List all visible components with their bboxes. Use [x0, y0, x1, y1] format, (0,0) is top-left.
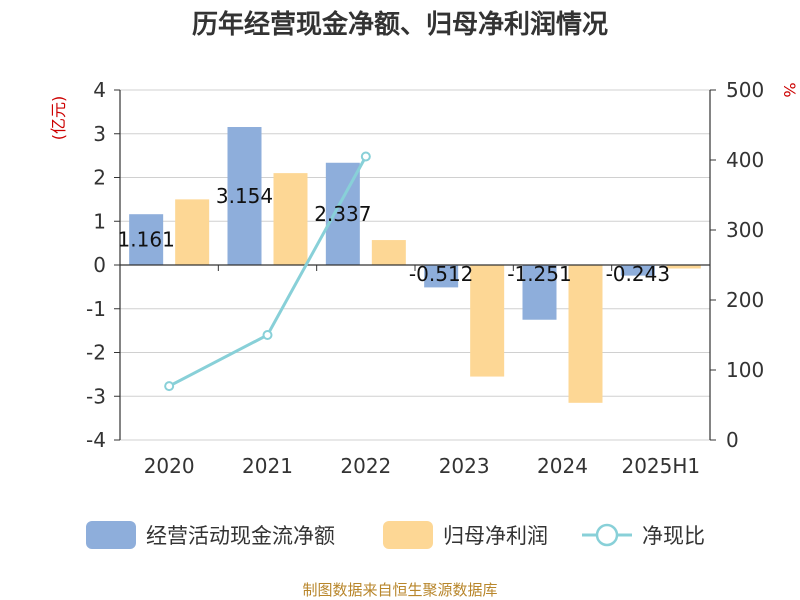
- y-right-tick-label: 400: [726, 148, 764, 172]
- bar-data-label: -1.251: [507, 262, 571, 286]
- y-right-tick-label: 0: [726, 428, 739, 452]
- legend-label: 净现比: [642, 524, 705, 548]
- y-right-tick-label: 100: [726, 358, 764, 382]
- bar-data-label: -0.243: [606, 262, 670, 286]
- bar-cashflow: [522, 265, 557, 320]
- y-left-tick-label: -1: [86, 297, 106, 321]
- x-tick-label: 2023: [439, 454, 490, 478]
- bar-cashflow: [129, 214, 164, 265]
- legend-label: 经营活动现金流净额: [146, 524, 335, 548]
- ratio-point: [262, 330, 273, 340]
- y-axis-left-label: (亿元): [49, 96, 68, 141]
- y-right-tick-label: 500: [726, 78, 764, 102]
- bar-data-label: -0.512: [409, 262, 473, 286]
- y-left-tick-label: 4: [93, 78, 106, 102]
- bar-netprofit: [175, 199, 210, 265]
- bar-cashflow: [620, 265, 655, 276]
- y-left-tick-label: -2: [86, 341, 106, 365]
- ratio-point: [360, 151, 371, 162]
- y-right-tick-label: 300: [726, 218, 764, 242]
- bar-data-label: 2.337: [314, 202, 371, 226]
- bar-netprofit: [666, 265, 701, 269]
- bar-data-label: 3.154: [216, 184, 273, 208]
- legend: 经营活动现金流净额 归母净利润 净现比: [86, 521, 705, 549]
- bar-cashflow: [227, 127, 262, 265]
- bar-netprofit: [273, 173, 308, 265]
- source-note: 制图数据来自恒生聚源数据库: [302, 581, 497, 599]
- y-left-tick-label: -3: [86, 384, 106, 408]
- ratio-line: [164, 151, 371, 392]
- y-right-tick-label: 200: [726, 288, 764, 312]
- x-tick-label: 2025H1: [621, 454, 700, 478]
- x-tick-label: 2021: [242, 454, 293, 478]
- x-tick-label: 2022: [340, 454, 391, 478]
- chart-title: 历年经营现金净额、归母净利润情况: [192, 9, 608, 40]
- bars: [129, 127, 701, 403]
- legend-swatch-marker: [595, 523, 619, 547]
- y-axis-right-label: %: [780, 82, 799, 97]
- y-left-tick-label: 2: [93, 166, 106, 190]
- bar-netprofit: [371, 240, 406, 265]
- y-left-tick-label: 1: [93, 209, 106, 233]
- legend-swatch: [383, 521, 433, 549]
- legend-label: 归母净利润: [443, 524, 548, 548]
- bar-data-label: 1.161: [118, 228, 175, 252]
- ratio-point: [164, 381, 175, 392]
- x-tick-label: 2020: [144, 454, 195, 478]
- data-labels: 1.161 3.154 2.337 -0.512 -1.251 -0.243: [118, 184, 671, 286]
- bar-cashflow: [424, 265, 459, 288]
- y-left-tick-label: 0: [93, 253, 106, 277]
- bar-netprofit: [568, 265, 603, 403]
- axes: 4 3 2 1 0 -1 -2 -3 -4 500 400 300 200 100 0 2020 2021 202…: [86, 78, 764, 478]
- legend-swatch: [86, 521, 136, 549]
- y-left-tick-label: 3: [93, 122, 106, 146]
- bar-netprofit: [470, 265, 505, 377]
- x-tick-label: 2024: [537, 454, 588, 478]
- y-left-tick-label: -4: [86, 428, 106, 452]
